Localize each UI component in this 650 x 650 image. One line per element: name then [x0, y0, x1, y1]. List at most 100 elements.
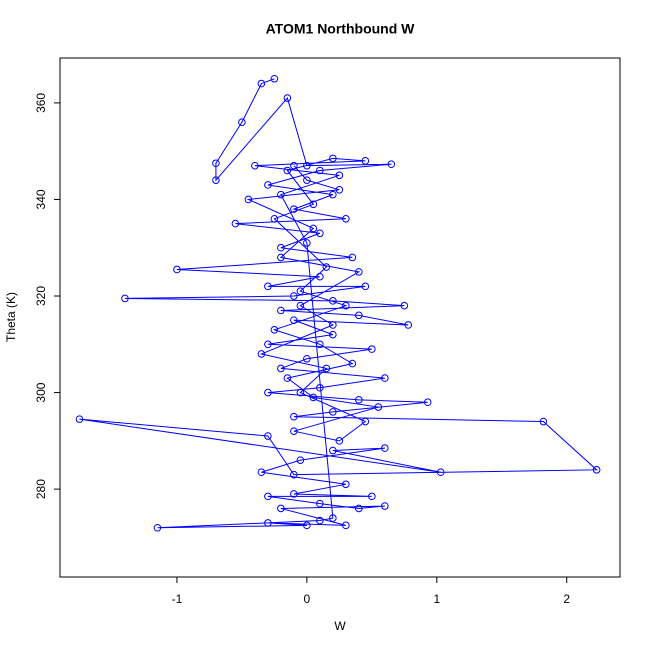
data-point	[290, 205, 298, 213]
data-point	[387, 160, 396, 169]
data-point	[316, 383, 324, 392]
data-point	[244, 195, 253, 204]
data-point	[400, 301, 409, 310]
data-point	[374, 403, 383, 411]
data-point	[348, 253, 357, 262]
data-point	[316, 340, 324, 349]
data-point	[316, 272, 324, 281]
data-point	[270, 214, 279, 223]
data-point	[329, 330, 337, 339]
data-point	[264, 282, 272, 291]
data-point	[290, 470, 298, 479]
data-point	[296, 301, 305, 310]
data-point	[277, 243, 285, 252]
y-tick-label: 360	[34, 93, 48, 113]
data-point	[329, 514, 337, 522]
data-point	[322, 263, 331, 271]
data-point	[277, 364, 285, 373]
data-point	[75, 415, 84, 423]
data-point	[264, 432, 272, 440]
data-point	[316, 166, 324, 175]
data-point	[290, 412, 298, 421]
data-point	[316, 516, 324, 525]
data-point	[296, 456, 305, 464]
data-point	[355, 311, 363, 320]
data-point	[329, 154, 337, 163]
data-point	[355, 268, 363, 276]
plot-box	[59, 57, 621, 578]
data-point	[361, 282, 370, 291]
data-point	[355, 504, 363, 513]
data-point	[296, 287, 305, 295]
data-point	[238, 118, 246, 127]
data-point	[329, 408, 337, 416]
data-point	[277, 504, 285, 513]
data-point	[270, 74, 279, 83]
data-point	[329, 446, 337, 455]
chart-title: ATOM1 Northbound W	[266, 21, 416, 37]
x-axis-label: W	[334, 619, 346, 633]
data-point	[257, 350, 266, 358]
data-point	[290, 490, 298, 498]
data-line	[79, 78, 598, 529]
data-point	[283, 94, 292, 102]
data-point	[368, 345, 376, 353]
data-point	[290, 427, 298, 435]
y-tick-label: 340	[34, 189, 48, 209]
data-point	[303, 354, 311, 363]
data-point	[264, 340, 272, 349]
data-point	[296, 388, 305, 397]
data-point	[342, 480, 350, 489]
data-point	[381, 502, 389, 510]
data-point	[381, 374, 389, 382]
data-point	[423, 398, 432, 407]
data-point	[361, 157, 370, 165]
data-point	[251, 161, 259, 170]
data-point	[212, 176, 220, 184]
data-point	[348, 359, 357, 368]
data-point	[342, 214, 350, 223]
data-point	[335, 171, 344, 180]
data-point	[539, 417, 548, 426]
data-point	[342, 301, 350, 310]
data-point	[257, 468, 266, 477]
data-point	[303, 176, 311, 184]
data-point	[264, 181, 272, 189]
data-point	[153, 523, 162, 532]
data-point	[404, 321, 413, 329]
data-point	[309, 224, 318, 233]
data-point	[322, 364, 331, 373]
data-point	[355, 396, 363, 404]
data-point	[283, 166, 292, 175]
data-point	[309, 200, 318, 209]
data-point	[283, 374, 292, 382]
data-point	[290, 316, 298, 324]
data-point	[257, 79, 266, 88]
data-point	[290, 161, 298, 170]
data-point	[277, 306, 285, 315]
data-point	[173, 265, 181, 274]
x-tick-label: 1	[433, 592, 440, 606]
data-point	[277, 253, 285, 262]
data-point	[316, 229, 324, 238]
data-point	[329, 190, 337, 199]
data-point	[212, 159, 220, 168]
y-tick-label: 320	[34, 286, 48, 306]
data-point	[277, 190, 285, 199]
data-point	[270, 326, 279, 334]
data-point	[303, 521, 311, 530]
data-point	[592, 466, 601, 474]
data-point	[231, 219, 240, 228]
data-point	[381, 444, 389, 452]
data-point	[264, 388, 272, 397]
data-point	[436, 468, 445, 477]
data-point	[303, 161, 311, 170]
x-tick-label: 0	[304, 592, 311, 606]
x-tick-label: 2	[563, 592, 570, 606]
data-point	[335, 437, 344, 445]
data-point	[303, 239, 311, 247]
data-point	[290, 292, 298, 300]
y-axis-label: Theta (K)	[4, 292, 18, 342]
data-point	[264, 492, 272, 501]
